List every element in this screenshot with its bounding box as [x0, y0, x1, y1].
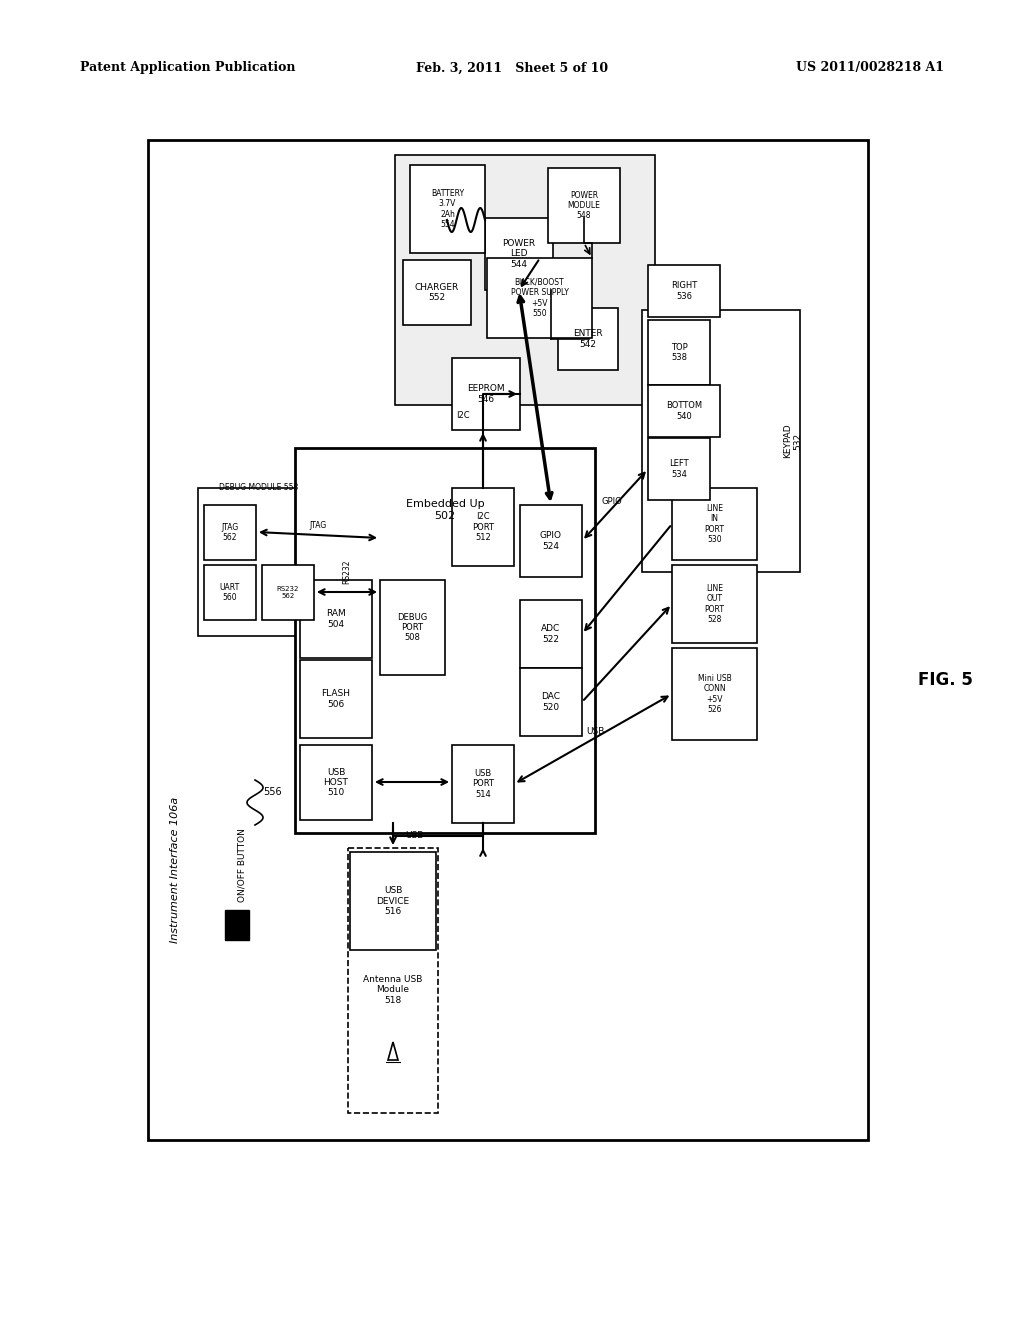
Bar: [520, 668, 582, 737]
Text: EEPROM
546: EEPROM 546: [467, 384, 505, 404]
Text: FIG. 5: FIG. 5: [918, 671, 973, 689]
Bar: [295, 447, 595, 833]
Bar: [198, 488, 319, 636]
Bar: [548, 168, 620, 243]
Text: GPIO: GPIO: [602, 498, 623, 507]
Bar: [204, 565, 256, 620]
Text: Patent Application Publication: Patent Application Publication: [80, 62, 296, 74]
Text: DEBUG MODULE 558: DEBUG MODULE 558: [219, 483, 299, 492]
Text: RAM
504: RAM 504: [326, 610, 346, 628]
Text: Antenna USB
Module
518: Antenna USB Module 518: [364, 975, 423, 1005]
Text: FLASH
506: FLASH 506: [322, 689, 350, 709]
Bar: [262, 565, 314, 620]
Bar: [300, 579, 372, 657]
Bar: [648, 319, 710, 385]
Bar: [672, 488, 757, 560]
Text: USB: USB: [586, 727, 604, 737]
Text: Instrument Interface 106a: Instrument Interface 106a: [170, 797, 180, 942]
Bar: [380, 579, 445, 675]
Text: I2C: I2C: [457, 411, 470, 420]
Text: ADC
522: ADC 522: [542, 624, 560, 644]
Bar: [452, 744, 514, 822]
Text: GPIO
524: GPIO 524: [540, 531, 562, 550]
Bar: [395, 154, 655, 405]
Bar: [410, 165, 485, 253]
Text: ENTER
542: ENTER 542: [573, 329, 603, 348]
Bar: [403, 260, 471, 325]
Text: DEBUG
PORT
508: DEBUG PORT 508: [397, 612, 428, 643]
Text: POWER
MODULE
548: POWER MODULE 548: [567, 190, 600, 220]
Bar: [452, 358, 520, 430]
Bar: [300, 660, 372, 738]
Bar: [204, 506, 256, 560]
Bar: [225, 909, 249, 940]
Text: 556: 556: [263, 787, 282, 797]
Text: BOTTOM
540: BOTTOM 540: [666, 401, 702, 421]
Text: I2C
PORT
512: I2C PORT 512: [472, 512, 494, 543]
Bar: [672, 565, 757, 643]
Bar: [648, 385, 720, 437]
Text: DAC
520: DAC 520: [542, 692, 560, 711]
Bar: [148, 140, 868, 1140]
Text: USB
HOST
510: USB HOST 510: [324, 768, 348, 797]
Text: ON/OFF BUTTON: ON/OFF BUTTON: [238, 828, 247, 902]
Bar: [350, 851, 436, 950]
Text: RS232
562: RS232 562: [276, 586, 299, 599]
Text: RIGHT
536: RIGHT 536: [671, 281, 697, 301]
Text: UART
560: UART 560: [220, 583, 240, 602]
Bar: [520, 506, 582, 577]
Text: POWER
LED
544: POWER LED 544: [503, 239, 536, 269]
Text: LINE
OUT
PORT
528: LINE OUT PORT 528: [705, 583, 725, 624]
Bar: [452, 488, 514, 566]
Text: LINE
IN
PORT
530: LINE IN PORT 530: [705, 504, 725, 544]
Bar: [485, 218, 553, 290]
Text: TOP
538: TOP 538: [671, 343, 687, 362]
Text: CHARGER
552: CHARGER 552: [415, 282, 459, 302]
Text: RS232: RS232: [342, 560, 351, 585]
Text: JTAG: JTAG: [309, 520, 327, 529]
Text: Mini USB
CONN
+5V
526: Mini USB CONN +5V 526: [697, 675, 731, 714]
Bar: [672, 648, 757, 741]
Bar: [520, 601, 582, 668]
Text: JTAG
562: JTAG 562: [221, 523, 239, 543]
Text: BUCK/BOOST
POWER SUPPLY
+5V
550: BUCK/BOOST POWER SUPPLY +5V 550: [511, 279, 568, 318]
Bar: [642, 310, 800, 572]
Text: USB: USB: [406, 830, 423, 840]
Bar: [648, 265, 720, 317]
Text: USB
PORT
514: USB PORT 514: [472, 770, 494, 799]
Bar: [348, 847, 438, 1113]
Text: US 2011/0028218 A1: US 2011/0028218 A1: [796, 62, 944, 74]
Text: Embedded Up
502: Embedded Up 502: [406, 499, 484, 521]
Text: USB
DEVICE
516: USB DEVICE 516: [377, 886, 410, 916]
Text: KEYPAD
532: KEYPAD 532: [783, 424, 803, 458]
Text: Feb. 3, 2011   Sheet 5 of 10: Feb. 3, 2011 Sheet 5 of 10: [416, 62, 608, 74]
Bar: [558, 308, 618, 370]
Bar: [300, 744, 372, 820]
Text: LEFT
534: LEFT 534: [670, 459, 689, 479]
Bar: [487, 257, 592, 338]
Text: BATTERY
3.7V
2Ah
554: BATTERY 3.7V 2Ah 554: [431, 189, 464, 230]
Bar: [648, 438, 710, 500]
